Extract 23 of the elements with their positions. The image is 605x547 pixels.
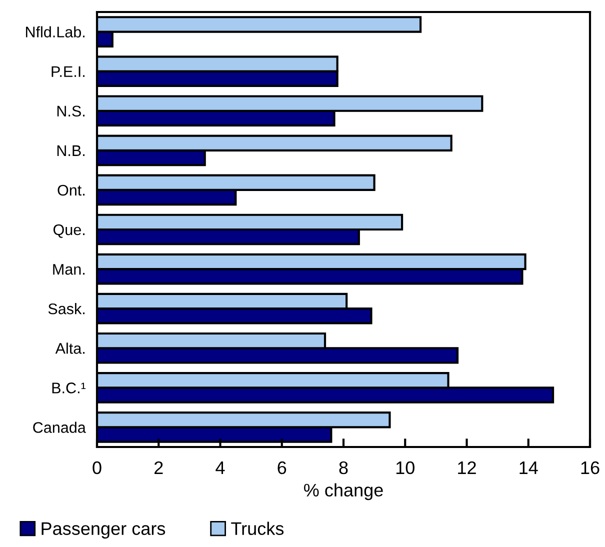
y-tick-label: N.B.: [57, 145, 84, 156]
x-tick-label: 6: [278, 461, 286, 474]
y-tick-label: B.C.¹: [52, 382, 86, 394]
y-tick-label: Canada: [33, 422, 86, 433]
y-tick-label: N.S.: [57, 106, 84, 117]
legend-label: Passenger cars: [42, 522, 166, 539]
x-tick-label: 2: [154, 461, 163, 474]
y-tick-label: Alta.: [55, 342, 84, 354]
legend-label: Trucks: [231, 522, 284, 536]
x-tick-label: 14: [520, 462, 538, 474]
y-tick-label: P.E.I.: [52, 66, 84, 77]
y-tick-label: Sask.: [48, 303, 84, 314]
y-tick-label: Nfld.Lab.: [26, 26, 84, 38]
x-axis-title: % change: [304, 483, 383, 500]
x-tick-label: 4: [216, 462, 225, 474]
x-tick-label: 16: [581, 461, 600, 474]
y-tick-label: Ont.: [58, 184, 84, 196]
x-tick-label: 8: [339, 461, 348, 474]
x-tick-label: 10: [396, 461, 414, 474]
y-tick-label: Man.: [53, 264, 84, 275]
x-tick-label: 12: [458, 461, 476, 474]
y-tick-label: Que.: [53, 224, 84, 238]
x-tick-label: 0: [92, 461, 102, 474]
